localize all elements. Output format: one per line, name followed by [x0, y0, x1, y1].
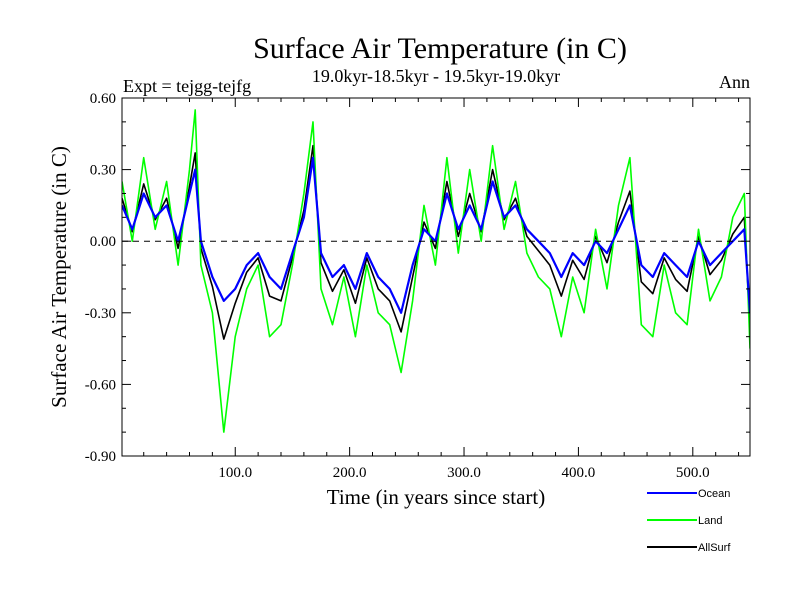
x-tick-label: 500.0: [676, 465, 710, 481]
legend-label-land: Land: [698, 515, 722, 527]
y-tick-label: -0.90: [85, 449, 116, 465]
y-tick-label: 0.30: [90, 163, 116, 179]
x-axis: 100.0 200.0 300.0 400.0 500.0: [143, 98, 740, 481]
y-tick-label: -0.60: [85, 377, 116, 393]
x-tick-label: 400.0: [562, 465, 596, 481]
x-tick-label: 200.0: [333, 465, 367, 481]
series-line-ocean: [122, 156, 750, 314]
legend-label-ocean: Ocean: [698, 488, 730, 500]
y-axis: 0.60 0.30 0.00 -0.30 -0.60 -0.90: [85, 91, 750, 465]
y-axis-label: Surface Air Temperature (in C): [47, 146, 71, 408]
chart-subtitle-center: 19.0kyr-18.5kyr - 19.5kyr-19.0kyr: [312, 66, 560, 86]
chart-subtitle-right: Ann: [719, 72, 750, 92]
chart-subtitle-left: Expt = tejgg-tejfg: [123, 76, 251, 96]
y-tick-label: 0.60: [90, 91, 116, 107]
y-tick-label: -0.30: [85, 306, 116, 322]
plot-frame: [121, 97, 751, 457]
x-tick-label: 100.0: [218, 465, 252, 481]
series-line-allsurf: [122, 144, 750, 340]
x-axis-label: Time (in years since start): [327, 485, 546, 509]
y-tick-label: 0.00: [90, 234, 116, 250]
x-tick-label: 300.0: [447, 465, 481, 481]
legend: Ocean Land AllSurf: [647, 488, 731, 554]
series-layer: [122, 109, 750, 433]
chart-title: Surface Air Temperature (in C): [253, 32, 627, 65]
legend-label-allsurf: AllSurf: [698, 542, 731, 554]
